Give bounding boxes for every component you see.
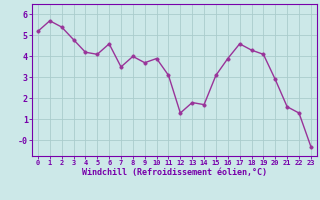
X-axis label: Windchill (Refroidissement éolien,°C): Windchill (Refroidissement éolien,°C) xyxy=(82,168,267,177)
